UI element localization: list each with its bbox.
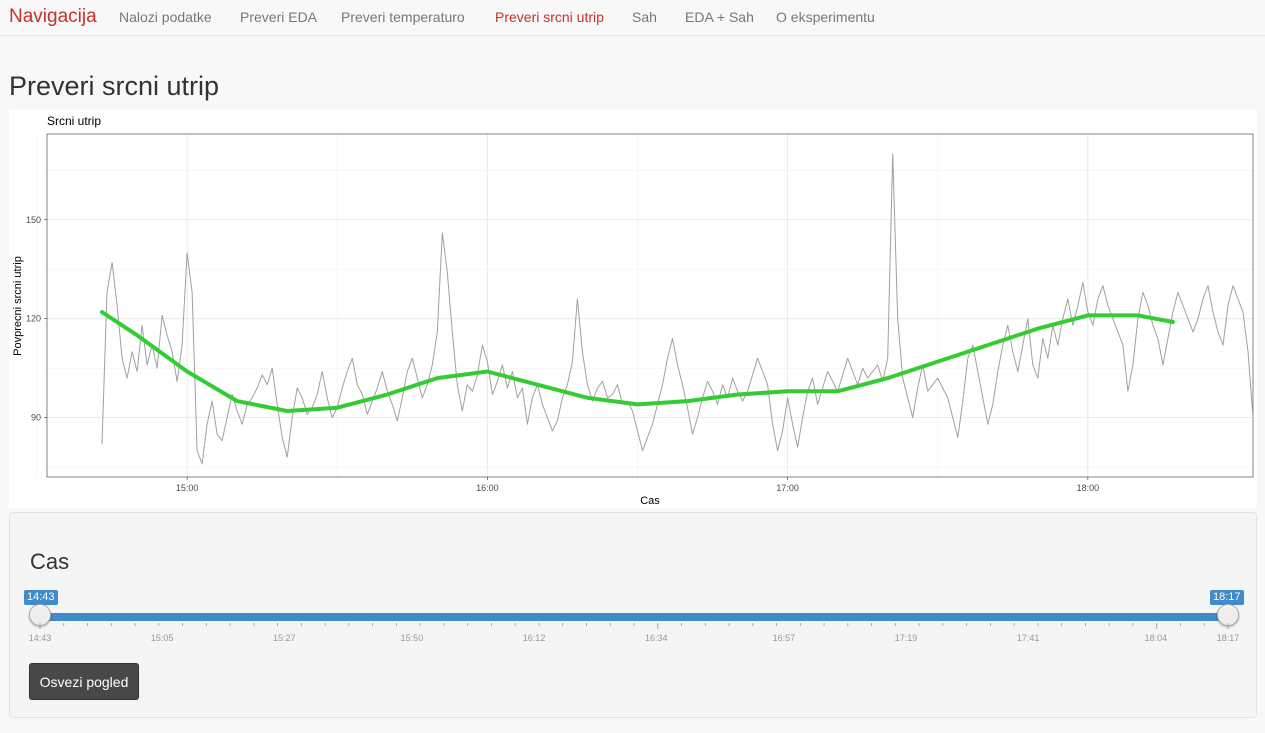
x-tick-label: 15:00: [176, 483, 199, 493]
slider-to-label: 18:17: [1210, 590, 1244, 605]
page-title: Preveri srcni utrip: [9, 71, 220, 101]
x-axis-label: Cas: [640, 495, 660, 507]
slider-tick-label: 14:43: [28, 633, 52, 643]
x-tick-label: 18:00: [1077, 483, 1100, 493]
slider-from-label: 14:43: [24, 590, 58, 605]
time-control-panel: Cas 14:43 18:17 14:43 15:05 15:27 15:50 16:1…: [9, 512, 1257, 718]
axis-tick-labels: 15:00 16:00 17:00 18:00 90 120 150: [26, 215, 1099, 493]
y-tick-label: 90: [31, 413, 41, 423]
slider-tick-label: 15:50: [400, 633, 424, 643]
nav-item-preveri-temperaturo[interactable]: Preveri temperaturo: [341, 9, 465, 25]
navbar-brand[interactable]: Navigacija: [9, 6, 97, 27]
time-range-slider-track[interactable]: [40, 613, 1228, 621]
nav-item-eda-sah[interactable]: EDA + Sah: [685, 9, 754, 25]
slider-tick-label: 15:05: [150, 633, 174, 643]
slider-tick-marks: [39, 623, 1229, 629]
heart-rate-chart: Srcni utrip 15:00 16:00 17:00 18:00 90 120 150…: [9, 110, 1257, 508]
x-tick-label: 16:00: [476, 483, 499, 493]
slider-tick-label: 16:12: [522, 633, 546, 643]
slider-tick-label: 16:57: [772, 633, 796, 643]
navbar: Navigacija Nalozi podatke Preveri EDA Pr…: [0, 0, 1265, 36]
slider-tick-label: 18:04: [1144, 633, 1168, 643]
slider-tick-label: 18:17: [1216, 633, 1240, 643]
y-tick-label: 150: [26, 215, 41, 225]
y-tick-label: 120: [26, 314, 41, 324]
y-axis-label: Povprecni srcni utrip: [12, 256, 24, 356]
chart-grid: [36, 134, 1253, 477]
series-line-raw: [101, 153, 1254, 465]
nav-item-o-eksperimentu[interactable]: O eksperimentu: [776, 9, 875, 25]
slider-tick-label: 15:27: [272, 633, 296, 643]
plot-frame: [46, 133, 1254, 478]
nav-item-sah[interactable]: Sah: [632, 9, 657, 25]
time-control-title: Cas: [30, 549, 70, 574]
series-line-smoothed: [100, 310, 1175, 413]
nav-item-nalozi-podatke[interactable]: Nalozi podatke: [119, 9, 212, 25]
chart-background: [9, 110, 1257, 508]
slider-tick-label: 16:34: [644, 633, 668, 643]
x-tick-label: 17:00: [776, 483, 799, 493]
slider-grid: [39, 623, 1229, 629]
nav-item-preveri-eda[interactable]: Preveri EDA: [240, 9, 318, 25]
nav-item-preveri-srcni-utrip[interactable]: Preveri srcni utrip: [495, 9, 604, 25]
slider-tick-label: 17:19: [894, 633, 918, 643]
chart-title: Srcni utrip: [47, 114, 101, 128]
refresh-view-button[interactable]: Osvezi pogled: [29, 663, 139, 700]
chart-series: [100, 153, 1254, 465]
slider-tick-label: 17:41: [1016, 633, 1040, 643]
